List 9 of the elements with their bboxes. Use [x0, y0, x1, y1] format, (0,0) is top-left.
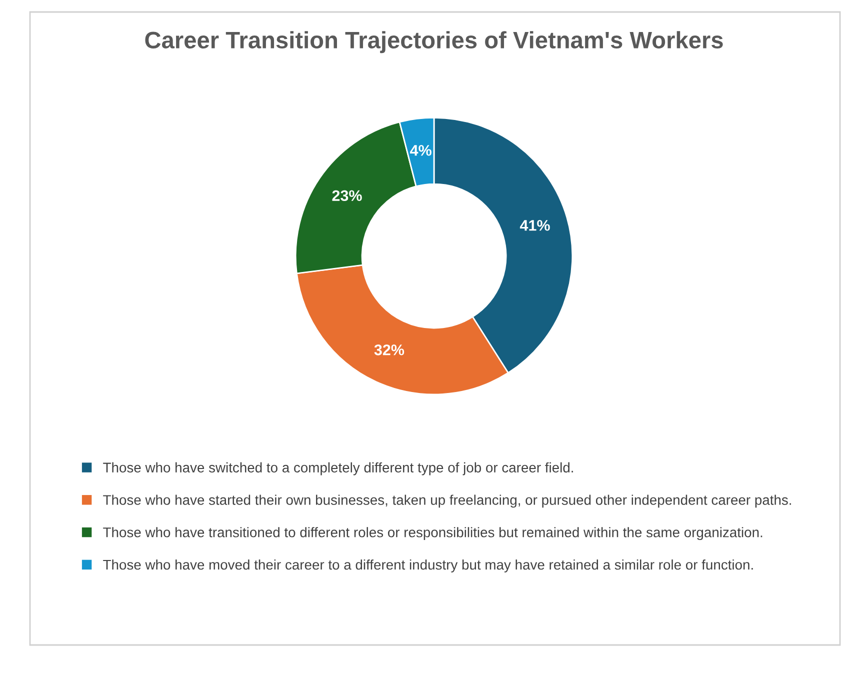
data-label: 4%: [410, 145, 432, 156]
chart-title: Career Transition Trajectories of Vietnam's Workers: [145, 31, 723, 54]
legend-label: Those who have started their own businesses, taken up freelancing, or pursued other independent career paths.: [103, 494, 791, 508]
legend-label: Those who have transitioned to different roles or responsibilities but remained within the same organization.: [103, 527, 762, 540]
data-label: 41%: [520, 220, 550, 231]
data-label: 23%: [332, 190, 362, 202]
legend-label: Those who have moved their career to a different industry but may have retained a similar role or function.: [103, 559, 753, 572]
legend-label: Those who have switched to a completely different type of job or career field.: [103, 462, 573, 476]
data-label: 32%: [374, 344, 404, 356]
